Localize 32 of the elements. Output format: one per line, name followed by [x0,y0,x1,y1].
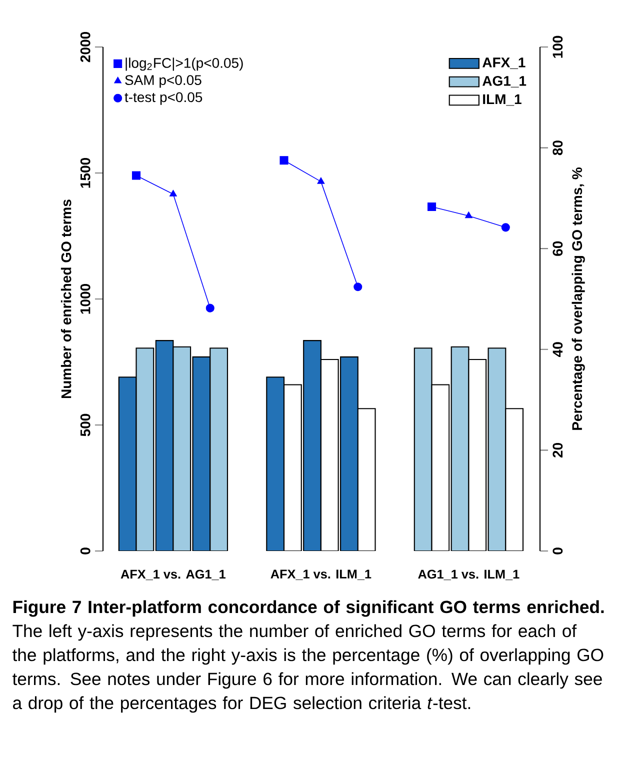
y-tick-label: 1500 [80,158,90,188]
x-tick-label: AFX_1 vs. AG1_1 [120,570,226,580]
legend-label: |log$_{2}$FC|>1(p<0.05) [126,58,243,71]
y2-tick-label: 0 [552,548,563,554]
y-axis-title: Number of enriched GO terms [60,200,72,398]
y-tick-label: 0 [80,548,90,554]
point [206,304,214,312]
text: Figure 7 Inter-platform concordance of significant GO terms enriched. The left y-axis represents the number of enriched GO terms for each of the platforms, and the right y-axis is the percentage (%) of overlapping GO terms. See notes under Figure 6 for more information. We can clearly see a drop of the percentages for DEG selection criteria t-test. [12,600,604,713]
point [354,282,362,292]
legend-label: t-test p<0.05 [124,92,202,105]
y-tick-label: 500 [80,414,90,436]
y2-tick-label: 60 [552,241,563,256]
y-tick-label: 1000 [80,284,90,314]
point [169,190,177,196]
legend-label: ILM_1 [483,94,522,106]
point [132,171,141,180]
x-tick-label: AG1_1 vs. ILM_1 [418,570,520,580]
y2-tick-label: 80 [552,140,563,156]
point [317,177,325,184]
point [280,156,288,165]
point [464,212,472,218]
point [427,202,436,212]
y-tick-label: 2000 [80,32,90,62]
x-tick-label: AFX_1 vs. ILM_1 [270,570,372,580]
legend-label: AG1_1 [482,76,526,88]
point [501,223,510,232]
y2-axis-title: Percentage of overlapping GO terms, % [572,168,585,430]
legend-label: SAM p<0.05 [125,75,202,88]
y2-tick-label: 20 [552,442,563,458]
y2-tick-label: 40 [552,342,563,357]
y2-tick-label: 100 [552,36,563,58]
legend-label: AFX_1 [482,58,526,69]
